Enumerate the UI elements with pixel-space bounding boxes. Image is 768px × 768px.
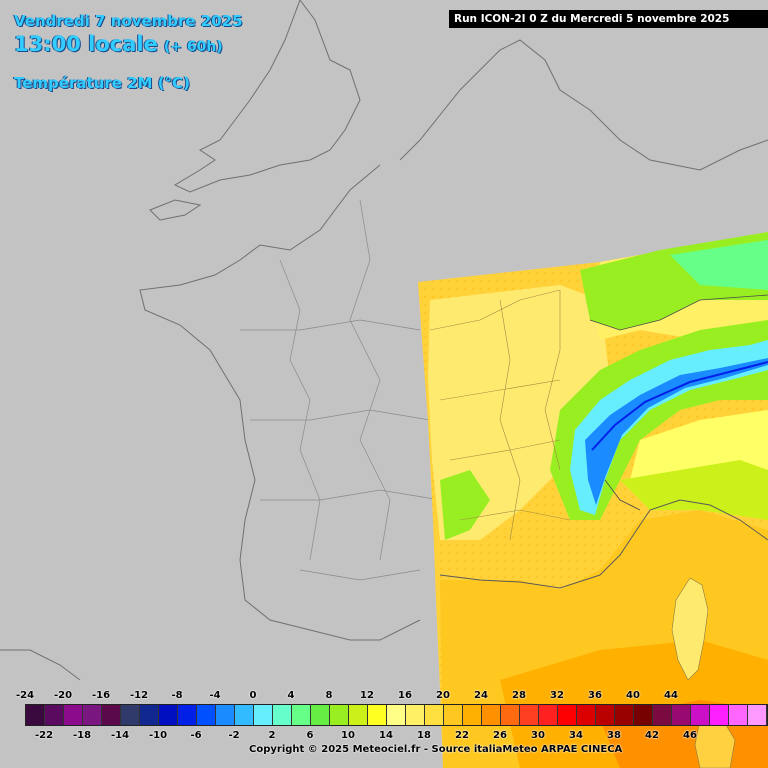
legend-swatch <box>197 705 216 725</box>
legend-tick-label: 18 <box>417 730 431 741</box>
legend-swatch <box>596 705 615 725</box>
legend-tick-label: -8 <box>171 690 183 701</box>
parameter-label: Température 2M (°C) <box>14 74 190 92</box>
legend-swatch <box>672 705 691 725</box>
legend-swatch <box>577 705 596 725</box>
france-coast <box>139 164 421 641</box>
legend-swatch <box>292 705 311 725</box>
region-borders <box>240 199 441 581</box>
legend-swatch <box>178 705 197 725</box>
forecast-time-local: 13:00 locale <box>14 32 158 56</box>
legend-swatch <box>254 705 273 725</box>
forecast-time: 13:00 locale (+ 60h) <box>14 32 223 56</box>
legend-tick-label: 12 <box>360 690 374 701</box>
forecast-date: Vendredi 7 novembre 2025 <box>14 12 243 30</box>
legend-swatch <box>463 705 482 725</box>
legend-swatch <box>273 705 292 725</box>
corsica <box>671 577 709 681</box>
legend-tick-label: -2 <box>228 730 240 741</box>
legend-tick-label: 32 <box>550 690 564 701</box>
legend-tick-label: 2 <box>268 730 276 741</box>
legend-tick-label: 44 <box>664 690 678 701</box>
legend-swatch <box>64 705 83 725</box>
legend-tick-label: -20 <box>53 690 73 701</box>
color-legend: -24 -20 -16 -12 -8 -4 0 4 8 12 16 20 24 28 32 36 40 44 -2… <box>0 686 768 768</box>
legend-tick-label: -18 <box>72 730 92 741</box>
legend-tick-label: -12 <box>129 690 149 701</box>
legend-swatch <box>482 705 501 725</box>
legend-swatch <box>235 705 254 725</box>
legend-swatch <box>216 705 235 725</box>
legend-tick-label: 24 <box>474 690 488 701</box>
legend-tick-label: 14 <box>379 730 393 741</box>
legend-swatch <box>102 705 121 725</box>
legend-swatch <box>330 705 349 725</box>
legend-swatch <box>26 705 45 725</box>
legend-tick-label: -4 <box>209 690 221 701</box>
legend-tick-label: 20 <box>436 690 450 701</box>
legend-swatch <box>520 705 539 725</box>
legend-tick-label: -24 <box>15 690 35 701</box>
legend-swatch <box>311 705 330 725</box>
run-banner: Run ICON-2I 0 Z du Mercredi 5 novembre 2… <box>449 10 768 28</box>
legend-tick-label: 34 <box>569 730 583 741</box>
legend-swatch <box>83 705 102 725</box>
legend-tick-label: 28 <box>512 690 526 701</box>
legend-tick-label: -6 <box>190 730 202 741</box>
legend-swatch <box>539 705 558 725</box>
legend-swatch <box>558 705 577 725</box>
legend-swatch <box>406 705 425 725</box>
legend-swatch <box>653 705 672 725</box>
forecast-offset: (+ 60h) <box>163 39 223 55</box>
legend-tick-label: 38 <box>607 730 621 741</box>
channel-islands <box>149 199 202 221</box>
legend-swatch <box>691 705 710 725</box>
britain-coast <box>173 0 361 193</box>
legend-swatch <box>140 705 159 725</box>
legend-swatch <box>729 705 748 725</box>
legend-tick-label: 22 <box>455 730 469 741</box>
legend-swatch <box>615 705 634 725</box>
copyright-text: Copyright © 2025 Meteociel.fr - Source i… <box>249 744 623 755</box>
legend-tick-label: 36 <box>588 690 602 701</box>
legend-swatch <box>368 705 387 725</box>
legend-swatch <box>501 705 520 725</box>
legend-tick-label: 0 <box>249 690 257 701</box>
north-coast <box>399 39 768 171</box>
legend-tick-label: -22 <box>34 730 54 741</box>
legend-swatch <box>159 705 178 725</box>
legend-tick-label: 4 <box>287 690 295 701</box>
legend-swatch <box>45 705 64 725</box>
legend-swatch-bar <box>25 704 768 726</box>
legend-swatch <box>444 705 463 725</box>
legend-tick-label: 46 <box>683 730 697 741</box>
legend-tick-label: 40 <box>626 690 640 701</box>
legend-tick-label: 6 <box>306 730 314 741</box>
legend-tick-label: -16 <box>91 690 111 701</box>
legend-swatch <box>349 705 368 725</box>
legend-swatch <box>748 705 767 725</box>
legend-tick-label: -10 <box>148 730 168 741</box>
legend-tick-label: 42 <box>645 730 659 741</box>
legend-tick-label: 16 <box>398 690 412 701</box>
legend-tick-label: 10 <box>341 730 355 741</box>
legend-swatch <box>121 705 140 725</box>
legend-tick-label: 8 <box>325 690 333 701</box>
legend-swatch <box>634 705 653 725</box>
legend-tick-label: 30 <box>531 730 545 741</box>
legend-swatch <box>387 705 406 725</box>
legend-swatch <box>710 705 729 725</box>
massif-central-green <box>440 470 490 540</box>
legend-tick-label: 26 <box>493 730 507 741</box>
legend-swatch <box>425 705 444 725</box>
legend-tick-label: -14 <box>110 730 130 741</box>
